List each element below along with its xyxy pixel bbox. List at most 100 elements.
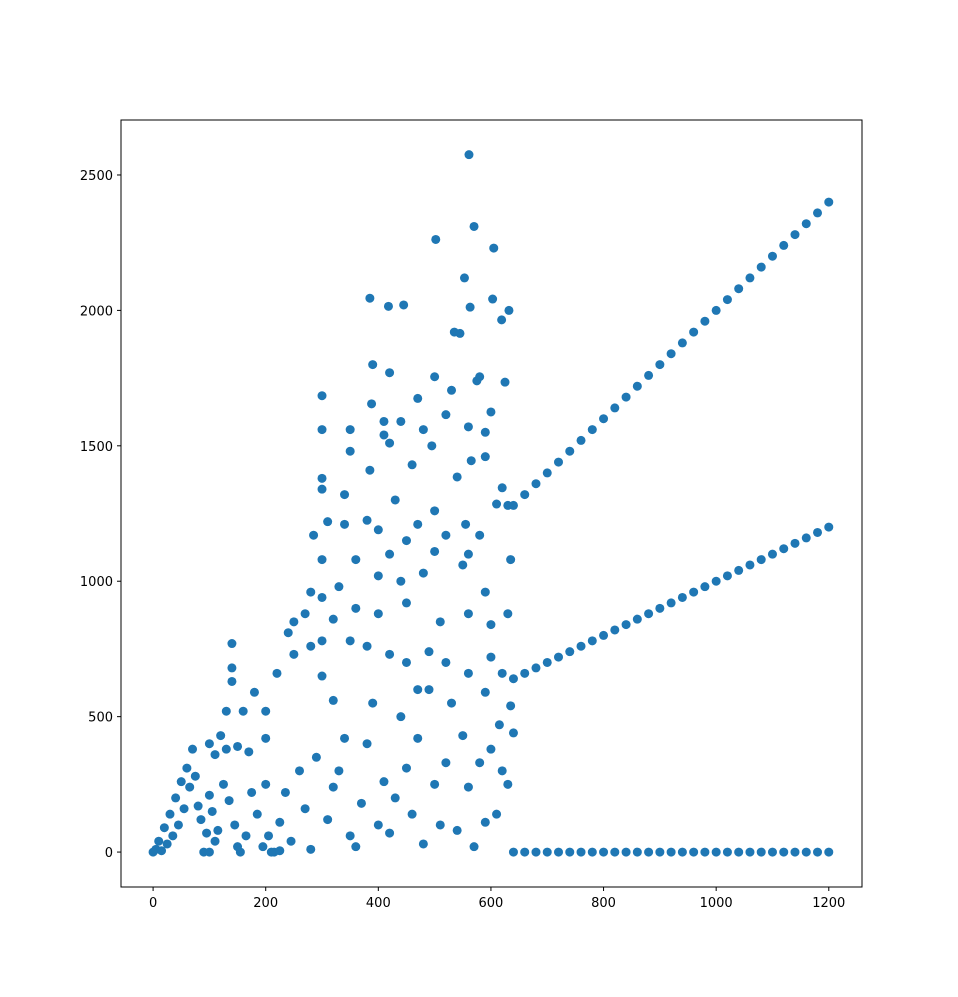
point <box>465 302 475 312</box>
point <box>365 293 375 303</box>
point <box>323 815 333 825</box>
x-tick-label: 200 <box>253 896 278 911</box>
point <box>497 483 507 493</box>
point <box>435 617 445 627</box>
y-tick-label: 2000 <box>80 304 113 319</box>
point <box>700 847 710 857</box>
point <box>300 609 310 619</box>
point <box>801 533 811 543</box>
point <box>385 438 395 448</box>
point <box>632 847 642 857</box>
point <box>430 779 440 789</box>
point <box>430 506 440 516</box>
y-tick-label: 1000 <box>80 575 113 590</box>
point <box>587 425 597 435</box>
point <box>399 300 409 310</box>
point <box>801 847 811 857</box>
point <box>148 847 158 857</box>
point <box>497 766 507 776</box>
point <box>700 582 710 592</box>
point <box>644 609 654 619</box>
point <box>790 538 800 548</box>
point <box>233 842 243 852</box>
point <box>554 847 564 857</box>
point <box>644 847 654 857</box>
point <box>452 825 462 835</box>
point <box>441 410 451 420</box>
point <box>767 847 777 857</box>
point <box>565 847 575 857</box>
point <box>328 782 338 792</box>
point <box>779 240 789 250</box>
point <box>458 731 468 741</box>
point <box>385 368 395 378</box>
point <box>289 649 299 659</box>
point <box>666 598 676 608</box>
point <box>401 536 411 546</box>
point <box>599 847 609 857</box>
point <box>430 372 440 382</box>
point <box>461 519 471 529</box>
point <box>689 587 699 597</box>
point <box>345 425 355 435</box>
point <box>531 479 541 489</box>
point <box>464 150 474 160</box>
point <box>300 804 310 814</box>
point <box>700 316 710 326</box>
point <box>286 836 296 846</box>
point <box>480 817 490 827</box>
point <box>159 823 169 833</box>
point <box>275 846 285 856</box>
point <box>252 809 262 819</box>
point <box>328 614 338 624</box>
point <box>317 592 327 602</box>
point <box>204 739 214 749</box>
point <box>655 360 665 370</box>
point <box>441 758 451 768</box>
point <box>500 377 510 387</box>
point <box>379 430 389 440</box>
point <box>424 685 434 695</box>
point <box>447 385 457 395</box>
point <box>610 847 620 857</box>
point <box>722 847 732 857</box>
point <box>745 847 755 857</box>
point <box>711 576 721 586</box>
point <box>224 796 234 806</box>
point <box>345 831 355 841</box>
point <box>458 560 468 570</box>
point <box>531 663 541 673</box>
point <box>306 587 316 597</box>
point <box>216 731 226 741</box>
point <box>489 243 499 253</box>
point <box>185 782 195 792</box>
point <box>413 733 423 743</box>
point <box>317 671 327 681</box>
point <box>173 820 183 830</box>
point <box>497 668 507 678</box>
point <box>480 427 490 437</box>
point <box>351 555 361 565</box>
x-tick-label: 600 <box>479 896 504 911</box>
point <box>677 847 687 857</box>
point <box>452 472 462 482</box>
point <box>418 568 428 578</box>
point <box>488 294 498 304</box>
point <box>334 582 344 592</box>
point <box>722 295 732 305</box>
point <box>241 831 251 841</box>
point <box>373 525 383 535</box>
point <box>463 782 473 792</box>
point <box>779 544 789 554</box>
point <box>711 305 721 315</box>
point <box>779 847 789 857</box>
point <box>317 425 327 435</box>
point <box>340 733 350 743</box>
point <box>689 327 699 337</box>
point <box>373 820 383 830</box>
point <box>447 698 457 708</box>
point <box>362 641 372 651</box>
point <box>227 676 237 686</box>
point <box>506 701 516 711</box>
